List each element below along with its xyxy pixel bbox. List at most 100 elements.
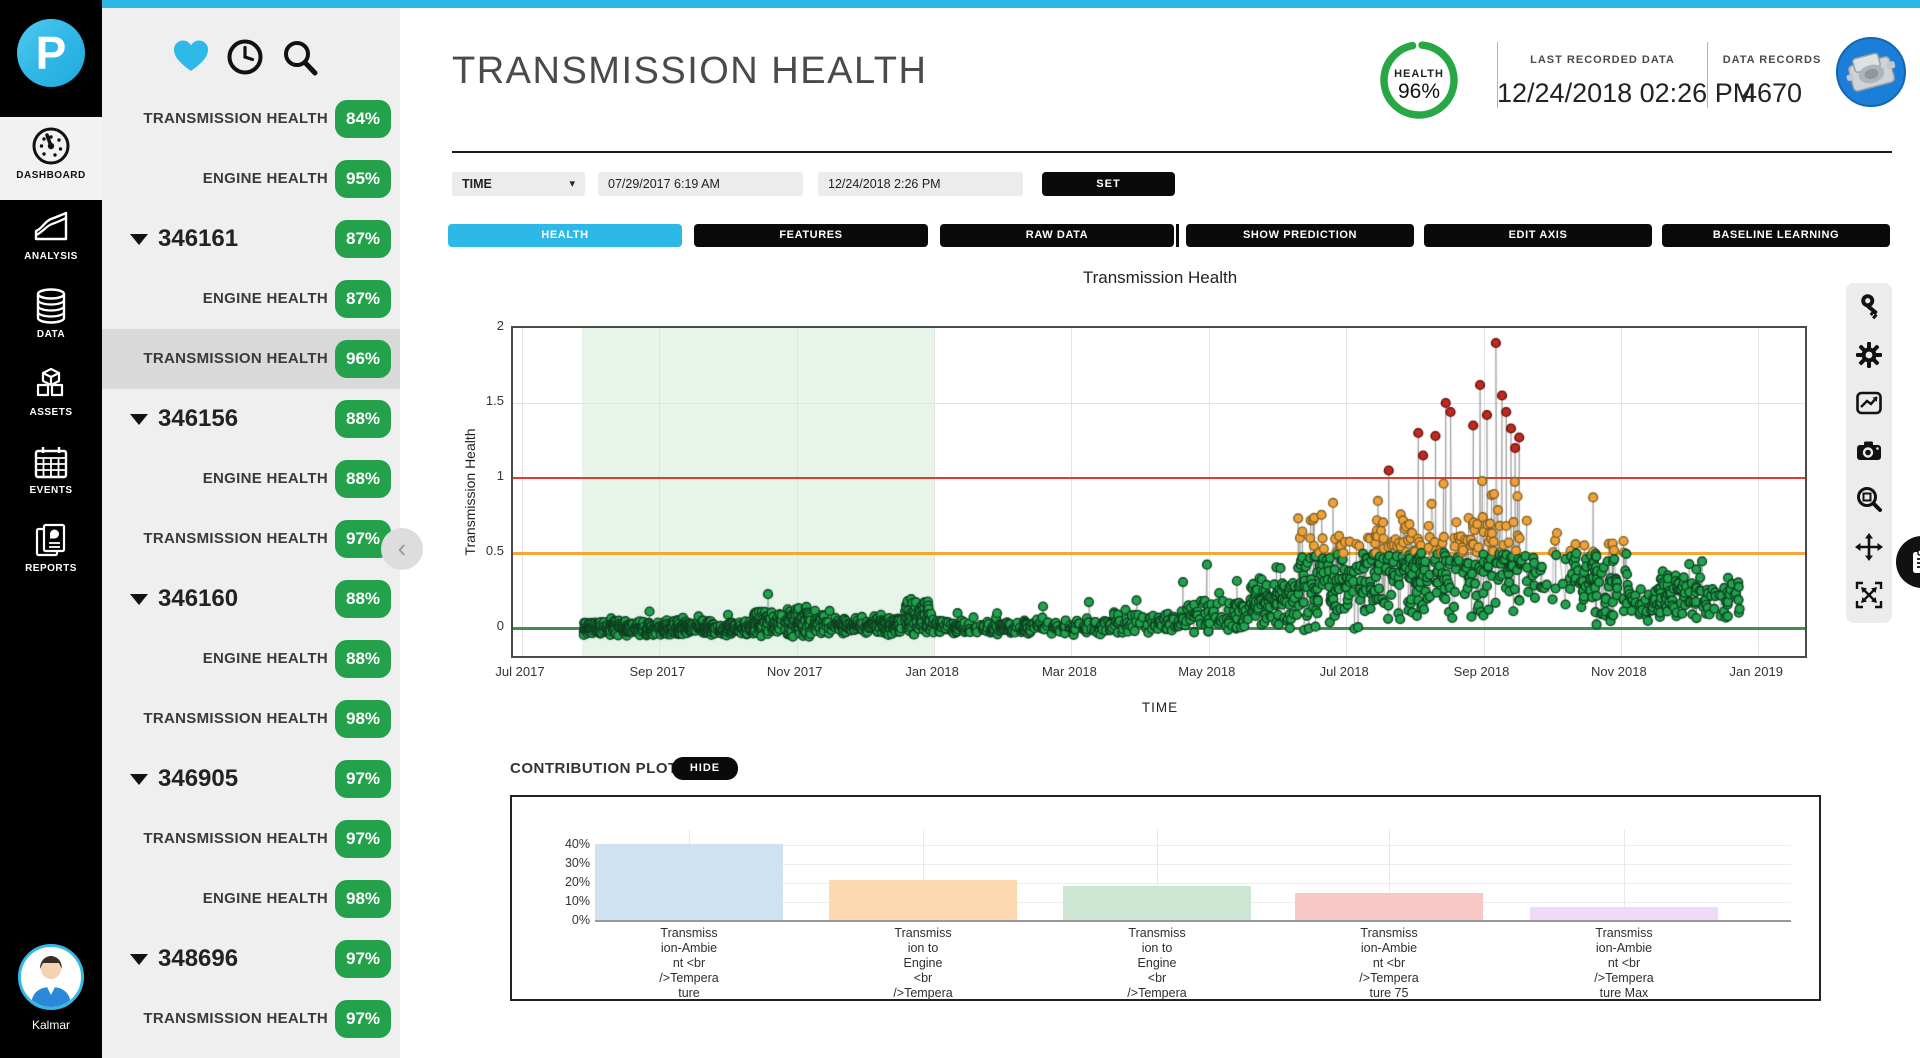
gear-icon[interactable] — [1846, 331, 1892, 379]
person-illustration — [21, 947, 81, 1007]
nav-item-events[interactable]: EVENTS — [0, 437, 102, 517]
tab-features[interactable]: FEATURES — [694, 224, 928, 247]
asset-group-row-346160[interactable]: 346160 88% — [102, 569, 400, 629]
scatter-canvas[interactable] — [513, 328, 1805, 656]
collapse-triangle-icon[interactable] — [130, 954, 148, 966]
contribution-bar-label-5: Transmiss ion-Ambie nt <br/>Tempera ture Ma… — [1594, 926, 1654, 1000]
x-tick-label: Jul 2018 — [1319, 664, 1369, 679]
health-scatter-plot[interactable] — [511, 326, 1807, 658]
asset-group-row-346156[interactable]: 346156 88% — [102, 389, 400, 449]
contribution-bar-4[interactable] — [1295, 893, 1483, 920]
row-label: ENGINE HEALTH — [202, 170, 328, 187]
avatar[interactable] — [18, 944, 84, 1010]
health-badge: 88% — [335, 400, 391, 438]
row-label: 346161 — [130, 209, 238, 269]
contrib-y-tick: 40% — [564, 837, 590, 851]
health-metric-row-engine-health[interactable]: ENGINE HEALTH 88% — [102, 629, 400, 689]
health-metric-row-engine-health[interactable]: ENGINE HEALTH 88% — [102, 449, 400, 509]
nav-item-assets[interactable]: ASSETS — [0, 359, 102, 439]
heart-icon[interactable] — [172, 38, 210, 74]
health-metric-row-transmission-health[interactable]: TRANSMISSION HEALTH 84% — [102, 89, 400, 149]
health-metric-row-engine-health[interactable]: ENGINE HEALTH 95% — [102, 149, 400, 209]
cubes-icon — [36, 367, 64, 397]
health-badge: 97% — [335, 940, 391, 978]
nav-item-dashboard[interactable]: DASHBOARD — [0, 117, 102, 200]
search-icon[interactable] — [280, 38, 320, 78]
health-badge: 98% — [335, 700, 391, 738]
nav-item-analysis[interactable]: ANALYSIS — [0, 203, 102, 283]
camera-icon[interactable] — [1846, 427, 1892, 475]
report-peek-button[interactable] — [1896, 536, 1920, 588]
y-tick-label: 0.5 — [485, 543, 504, 558]
collapse-triangle-icon[interactable] — [130, 234, 148, 246]
zoom-box-icon[interactable] — [1846, 475, 1892, 523]
asset-group-row-346161[interactable]: 346161 87% — [102, 209, 400, 269]
contrib-baseline — [595, 920, 1791, 922]
gridline — [1389, 830, 1390, 920]
asset-group-row-348696[interactable]: 348696 97% — [102, 929, 400, 989]
edit-chart-icon[interactable] — [1846, 379, 1892, 427]
header-divider — [1497, 42, 1498, 108]
contribution-bar-5[interactable] — [1530, 907, 1718, 920]
nav-label-events: EVENTS — [29, 485, 73, 496]
health-badge: 88% — [335, 640, 391, 678]
health-metric-row-engine-health[interactable]: ENGINE HEALTH 87% — [102, 269, 400, 329]
set-button[interactable]: SET — [1042, 172, 1175, 196]
contribution-bar-label-2: Transmiss ion to Engine <br/>Tempera — [893, 926, 953, 1000]
nav-item-data[interactable]: DATA — [0, 281, 102, 361]
x-tick-label: Jan 2019 — [1729, 664, 1783, 679]
autoscale-icon[interactable] — [1846, 571, 1892, 619]
gridline — [595, 845, 1791, 846]
app-logo[interactable]: P — [17, 19, 85, 87]
contribution-bar-1[interactable] — [595, 844, 783, 920]
start-date-input[interactable]: 07/29/2017 6:19 AM — [598, 172, 803, 196]
x-tick-label: Mar 2018 — [1041, 664, 1097, 679]
end-date-input[interactable]: 12/24/2018 2:26 PM — [818, 172, 1023, 196]
contrib-y-tick: 30% — [564, 856, 590, 870]
contribution-bar-2[interactable] — [829, 880, 1017, 920]
collapse-triangle-icon[interactable] — [130, 594, 148, 606]
key-icon[interactable] — [1846, 283, 1892, 331]
nav-label-data: DATA — [36, 329, 66, 340]
tab-health[interactable]: HEALTH — [448, 224, 682, 247]
nav-label-dashboard: DASHBOARD — [16, 170, 86, 181]
y-tick-label: 0 — [496, 618, 504, 633]
user-name: Kalmar — [31, 1018, 70, 1032]
health-metric-row-transmission-health[interactable]: TRANSMISSION HEALTH 96% — [102, 329, 400, 389]
metric-dropdown-value: TIME — [462, 177, 492, 191]
asset-thumbnail[interactable] — [1836, 37, 1906, 107]
health-metric-row-transmission-health[interactable]: TRANSMISSION HEALTH 97% — [102, 509, 400, 569]
health-metric-row-transmission-health[interactable]: TRANSMISSION HEALTH 97% — [102, 809, 400, 869]
y-tick-label: 2 — [496, 318, 504, 333]
metric-dropdown[interactable]: TIME ▾ — [452, 172, 585, 196]
health-badge: 88% — [335, 580, 391, 618]
row-label: TRANSMISSION HEALTH — [143, 1010, 328, 1027]
clock-icon[interactable] — [226, 38, 264, 76]
x-tick-label: Sep 2017 — [629, 664, 686, 679]
transmission-image — [1846, 52, 1896, 92]
contribution-bar-3[interactable] — [1063, 886, 1251, 920]
x-axis-title: TIME — [1141, 700, 1179, 715]
health-badge: 95% — [335, 160, 391, 198]
gridline — [595, 883, 1791, 884]
last-recorded-value: 12/24/2018 02:26 PM — [1497, 78, 1756, 108]
pan-icon[interactable] — [1846, 523, 1892, 571]
health-badge: 84% — [335, 100, 391, 138]
chart-toolbar — [1846, 283, 1892, 623]
health-metric-row-engine-health[interactable]: ENGINE HEALTH 98% — [102, 869, 400, 929]
header-divider — [1707, 42, 1708, 108]
collapse-triangle-icon[interactable] — [130, 774, 148, 786]
sidebar-collapse-button[interactable]: ‹ — [381, 528, 423, 570]
nav-item-reports[interactable]: REPORTS — [0, 515, 102, 595]
tab-raw-data[interactable]: RAW DATA — [940, 224, 1174, 247]
collapse-triangle-icon[interactable] — [130, 414, 148, 426]
tab-show-prediction[interactable]: SHOW PREDICTION — [1186, 224, 1414, 247]
health-metric-row-transmission-health[interactable]: TRANSMISSION HEALTH 97% — [102, 989, 400, 1049]
tab-edit-axis[interactable]: EDIT AXIS — [1424, 224, 1652, 247]
health-metric-row-transmission-health[interactable]: TRANSMISSION HEALTH 98% — [102, 689, 400, 749]
asset-group-row-346905[interactable]: 346905 97% — [102, 749, 400, 809]
hide-button[interactable]: HIDE — [672, 757, 738, 780]
tab-baseline-learning[interactable]: BASELINE LEARNING — [1662, 224, 1890, 247]
user-section[interactable]: Kalmar — [0, 944, 102, 1032]
health-badge: 87% — [335, 280, 391, 318]
